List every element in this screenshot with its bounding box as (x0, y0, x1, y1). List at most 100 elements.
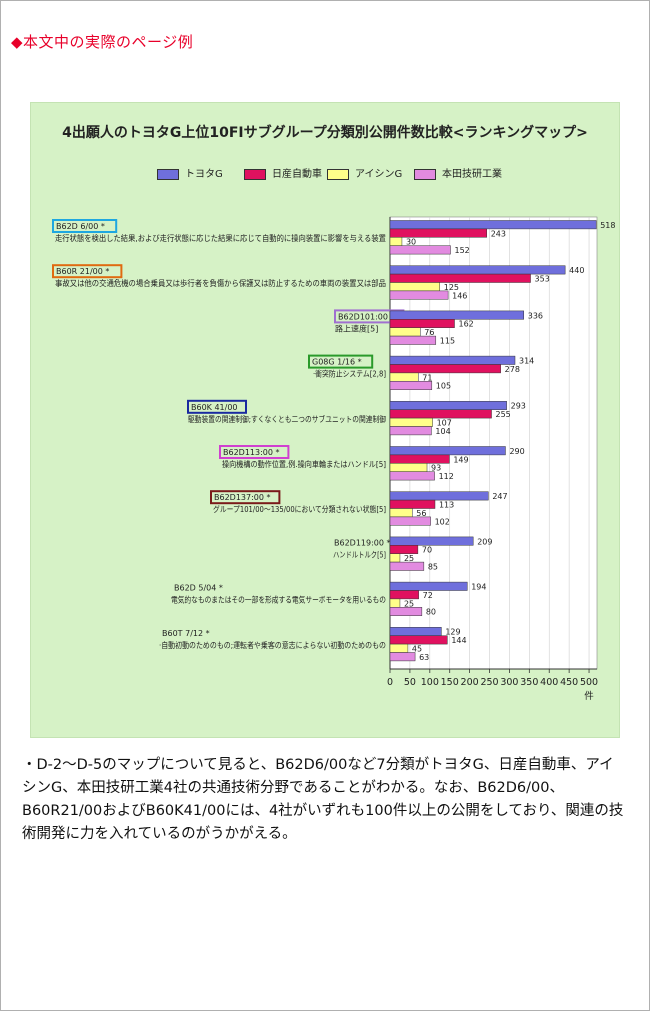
bar-value-label: 80 (426, 608, 436, 617)
bar-nissan (389, 409, 492, 419)
x-tick-label: 500 (580, 677, 598, 688)
bar-aisin (389, 237, 403, 246)
category-code-label: B62D137:00 * (214, 493, 271, 502)
bar-honda (389, 426, 432, 436)
x-tick-label: 400 (540, 677, 558, 688)
bar-value-label: 125 (444, 283, 459, 292)
bar-value-label: 290 (509, 447, 524, 456)
bar-value-label: 152 (455, 246, 470, 255)
bar-value-label: 336 (528, 311, 543, 320)
x-tick-label: 300 (500, 677, 518, 688)
bar-value-label: 209 (477, 537, 492, 546)
bar-aisin (389, 598, 401, 608)
legend-swatch-toyota (157, 168, 179, 180)
bar-honda (389, 290, 449, 300)
bar-nissan (389, 590, 419, 600)
bar-honda (389, 335, 437, 345)
bar-aisin (389, 553, 401, 563)
bar-value-label: 243 (491, 229, 506, 238)
bar-nissan (389, 228, 487, 238)
bar-aisin (389, 417, 433, 427)
category-desc-label: 操向機構の動作位置,例.操向車輪またはハンドル[5] (222, 459, 386, 469)
category-desc-label: ·衝突防止システム[2,8] (313, 369, 386, 379)
bar-value-label: 293 (511, 402, 526, 411)
bar-value-label: 30 (406, 238, 416, 247)
bar-value-label: 107 (437, 419, 452, 428)
bar-value-label: 247 (492, 492, 507, 501)
bar-value-label: 25 (404, 554, 414, 563)
category-code-box (308, 354, 374, 369)
legend-label-toyota: トヨタG (185, 169, 223, 180)
bar-value-label: 149 (453, 455, 468, 464)
legend-swatch-nissan (244, 168, 266, 180)
bar-value-label: 113 (439, 501, 454, 510)
category-code-label: G08G 1/16 * (312, 358, 362, 367)
bar-value-label: 76 (424, 328, 434, 337)
bar-value-label: 93 (431, 464, 441, 473)
chart-title: 4出願人のトヨタG上位10FIサブグループ分類別公開件数比較<ランキングマップ> (62, 125, 588, 141)
bar-nissan (389, 454, 450, 464)
legend-item-nissan: 日産自動車 (244, 165, 322, 180)
bar-value-label: 70 (422, 546, 432, 555)
bar-chart: 0 50 100 150 200 250 300 350 400 450 500 件 B62D 6/00… (52, 216, 615, 702)
x-tick-label: 0 (387, 677, 393, 688)
bar-value-label: 518 (600, 221, 615, 230)
bar-toyota (389, 627, 442, 636)
bar-aisin (389, 463, 428, 472)
x-tick-label: 50 (404, 677, 416, 688)
bar-value-label: 56 (416, 509, 426, 518)
bar-honda (389, 561, 425, 571)
bar-toyota (389, 401, 507, 410)
body-text: ・D-2～D-5のマップについて見ると、B62D6/00など7分類がトヨタG、日… (22, 757, 624, 842)
x-tick-label: 150 (441, 677, 459, 688)
bar-toyota (389, 355, 516, 365)
bar-toyota (389, 220, 597, 230)
bar-honda (389, 652, 416, 662)
category-desc-label: ·自動初動のためのもの;運転者や乗客の意志によらない初動のためのもの (159, 640, 386, 650)
bar-value-label: 144 (451, 636, 466, 645)
category-code-label: B60T 7/12 * (162, 629, 210, 638)
category-desc-label: 事故又は他の交通危機の場合乗員又は歩行者を負傷から保護又は防止するための車両の装… (55, 278, 386, 288)
bar-nissan (389, 273, 531, 283)
x-axis-label: 件 (584, 690, 594, 702)
category-desc-label: 走行状態を検出した結果,および走行状態に応じた結果に応じて自動的に操向装置に影響… (55, 233, 386, 243)
category-desc-label: グループ101/00～135/00において分類されない状態[5] (213, 504, 386, 514)
bar-nissan (389, 499, 436, 509)
bar-honda (389, 245, 451, 255)
x-tick-label: 250 (480, 677, 498, 688)
bar-nissan (389, 364, 501, 374)
bar-value-label: 105 (436, 382, 451, 391)
category-code-label: B60K 41/00 (191, 403, 238, 412)
legend-swatch-honda (414, 168, 436, 180)
category-desc-label: 路上速度[5] (335, 323, 378, 333)
category-code-box (52, 219, 118, 233)
bar-honda (389, 607, 423, 616)
category-code-label: B62D119:00 * (334, 538, 391, 547)
bar-toyota (389, 265, 566, 275)
category-code-label: B62D 6/00 * (56, 222, 105, 231)
bar-toyota (389, 536, 474, 546)
bar-value-label: 440 (569, 266, 584, 275)
category-desc-label: 駆動装置の関連制御;すくなくとも二つのサブユニットの関連制御 (188, 414, 386, 424)
bar-nissan (389, 545, 419, 554)
category-desc-label: 電気的なものまたはその一部を形成する電気サーボモータを用いるもの (171, 595, 386, 605)
category-code-label: B62D113:00 * (223, 448, 280, 457)
bar-value-label: 102 (435, 517, 450, 526)
bar-value-label: 63 (419, 653, 429, 662)
bar-aisin (389, 327, 421, 337)
legend-item-aisin: アイシンG (327, 165, 402, 180)
bar-value-label: 72 (423, 591, 433, 600)
legend-item-toyota: トヨタG (157, 165, 223, 180)
x-tick-label: 100 (421, 677, 439, 688)
bar-value-label: 146 (452, 291, 467, 300)
legend-label-nissan: 日産自動車 (272, 169, 322, 180)
category-code-box (52, 264, 123, 279)
category-code-label: B62D 5/04 * (174, 584, 223, 593)
bar-aisin (389, 508, 413, 518)
bar-value-label: 162 (458, 320, 473, 329)
bar-value-label: 104 (435, 427, 450, 436)
bar-toyota (389, 581, 468, 591)
category-code-box (187, 399, 247, 414)
bar-value-label: 255 (496, 410, 511, 419)
page-heading: ◆本文中の実際のページ例 (11, 33, 194, 51)
